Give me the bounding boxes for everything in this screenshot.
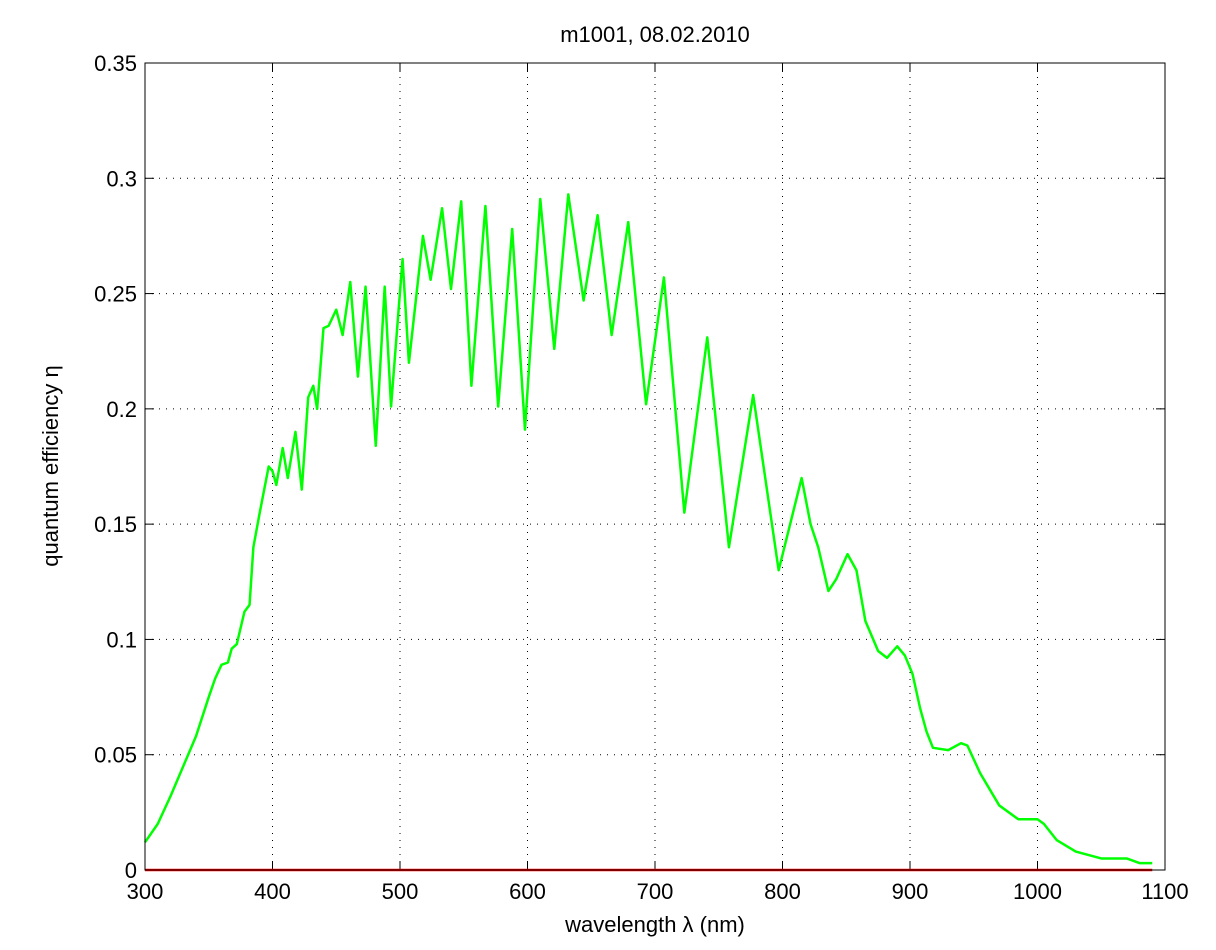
x-tick-label: 900 bbox=[892, 879, 929, 904]
x-tick-label: 500 bbox=[382, 879, 419, 904]
x-tick-label: 1100 bbox=[1141, 879, 1188, 904]
y-tick-label: 0.05 bbox=[94, 743, 137, 768]
y-axis-label: quantum efficiency η bbox=[38, 365, 63, 566]
axes-box bbox=[144, 62, 1166, 871]
x-tick-label: 300 bbox=[127, 879, 164, 904]
x-tick-label: 800 bbox=[764, 879, 801, 904]
y-tick-label: 0.35 bbox=[94, 51, 137, 76]
y-tick-label: 0.15 bbox=[94, 512, 137, 537]
x-tick-label: 700 bbox=[637, 879, 674, 904]
y-tick-label: 0.2 bbox=[106, 397, 137, 422]
x-tick-label: 600 bbox=[509, 879, 546, 904]
x-tick-label: 400 bbox=[254, 879, 291, 904]
x-axis-label: wavelength λ (nm) bbox=[564, 912, 745, 937]
y-tick-label: 0.25 bbox=[94, 282, 137, 307]
y-tick-label: 0.3 bbox=[106, 166, 137, 191]
y-tick-label: 0 bbox=[125, 858, 137, 883]
x-tick-label: 1000 bbox=[1013, 879, 1062, 904]
plot-area bbox=[145, 63, 1165, 870]
chart-title: m1001, 08.02.2010 bbox=[560, 22, 750, 47]
y-tick-label: 0.1 bbox=[106, 627, 137, 652]
data-line bbox=[143, 193, 1153, 865]
